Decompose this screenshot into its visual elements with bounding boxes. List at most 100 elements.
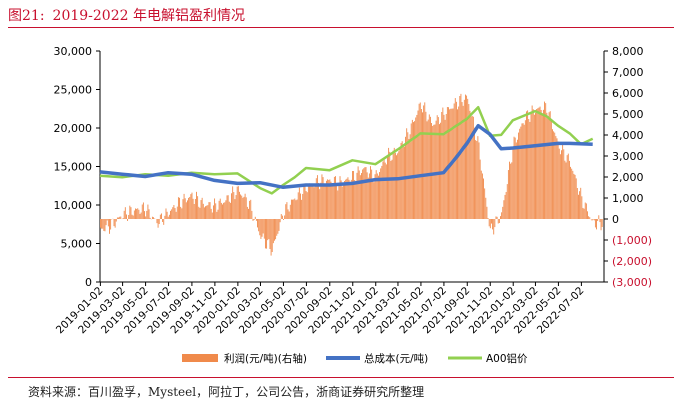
profit-bar xyxy=(319,189,321,219)
profit-bar xyxy=(286,202,288,219)
profit-bar xyxy=(329,179,331,219)
profit-bar xyxy=(600,219,602,231)
profit-bar xyxy=(101,219,103,229)
profit-bar xyxy=(312,184,314,219)
left-tick-label: 0 xyxy=(85,276,92,289)
profit-bar xyxy=(100,219,101,228)
profit-bar xyxy=(135,208,136,219)
profit-bar xyxy=(224,202,226,219)
right-tick-label: (3,000) xyxy=(612,276,652,289)
profit-bar xyxy=(376,173,378,219)
profit-bar xyxy=(340,180,342,219)
profit-bar xyxy=(146,210,148,219)
legend-price-label: A00铝价 xyxy=(486,352,528,365)
figure-title: 2019-2022 年电解铝盈利情况 xyxy=(52,8,245,24)
left-tick-label: 10,000 xyxy=(54,199,93,212)
profit-bar xyxy=(373,182,375,219)
profit-bar xyxy=(229,202,231,219)
profit-bar xyxy=(563,149,565,219)
profit-bar xyxy=(501,212,503,219)
a00-price-line xyxy=(99,105,594,195)
profit-bar xyxy=(365,167,367,219)
profit-bar xyxy=(183,193,185,219)
profit-bar xyxy=(478,142,480,219)
profit-bar xyxy=(266,219,268,249)
profit-bar xyxy=(380,168,382,219)
profit-bar xyxy=(535,112,536,219)
profit-bar xyxy=(132,215,134,219)
profit-bar xyxy=(476,140,478,219)
profit-bar xyxy=(156,219,158,224)
profit-bar xyxy=(250,199,252,219)
profit-bar xyxy=(167,216,169,219)
profit-bar xyxy=(139,213,141,219)
profit-bar xyxy=(331,186,333,219)
profit-bar xyxy=(529,121,531,219)
profit-bar xyxy=(198,206,200,219)
profit-bar xyxy=(193,203,195,219)
profit-bar xyxy=(226,195,228,219)
profit-bar xyxy=(414,121,416,219)
profit-bar xyxy=(166,211,168,219)
profit-bar xyxy=(149,217,151,219)
profit-bar xyxy=(164,215,166,219)
profit-bar xyxy=(280,214,282,219)
profit-bar xyxy=(192,198,194,219)
profit-bar xyxy=(158,219,160,225)
profit-bar xyxy=(353,171,355,219)
profit-bar xyxy=(189,196,191,219)
right-tick-label: 1,000 xyxy=(612,192,644,205)
profit-bar xyxy=(223,202,225,219)
left-tick-label: 5,000 xyxy=(61,238,93,251)
profit-bar xyxy=(520,126,522,219)
profit-bar xyxy=(246,206,248,219)
profit-bar xyxy=(322,177,324,219)
profit-bar xyxy=(366,172,368,219)
profit-bar xyxy=(524,120,526,219)
profit-bar xyxy=(114,219,116,228)
profit-bar xyxy=(213,205,214,219)
profit-bar xyxy=(180,206,182,219)
profit-bar xyxy=(559,154,561,219)
profit-bar xyxy=(496,216,498,219)
profit-bar xyxy=(268,219,270,240)
profit-bar xyxy=(458,106,460,219)
profit-bar xyxy=(157,219,159,228)
profit-bar xyxy=(194,199,196,219)
profit-bar xyxy=(145,216,147,219)
profit-bar xyxy=(420,109,422,219)
profit-bar xyxy=(217,209,219,219)
profit-bar xyxy=(541,114,543,219)
profit-bar xyxy=(402,146,404,219)
profit-bar xyxy=(498,219,500,223)
profit-bar xyxy=(262,219,264,234)
profit-bar xyxy=(142,202,144,219)
profit-bar xyxy=(460,93,462,219)
profit-bar xyxy=(233,192,235,219)
profit-bar xyxy=(533,114,535,219)
profit-bar xyxy=(297,192,299,219)
profit-bar xyxy=(352,171,353,219)
profit-bar xyxy=(120,216,122,219)
profit-bar xyxy=(346,178,348,219)
profit-bar xyxy=(335,176,336,219)
profit-bar xyxy=(549,111,551,219)
profit-bar xyxy=(203,207,205,219)
profit-bar xyxy=(526,111,527,219)
profit-bar xyxy=(311,183,313,219)
profit-bar xyxy=(339,176,341,219)
profit-bar xyxy=(555,136,557,219)
profit-bar xyxy=(370,166,371,219)
profit-bar xyxy=(165,208,167,219)
profit-bar xyxy=(374,174,376,219)
profit-bar xyxy=(425,111,427,219)
profit-bar xyxy=(296,199,298,219)
profit-bar xyxy=(320,182,322,219)
profit-bar xyxy=(540,109,542,219)
profit-bar xyxy=(377,175,379,219)
profit-bar xyxy=(375,170,377,219)
profit-bar xyxy=(494,219,496,228)
profit-bar xyxy=(249,200,251,219)
profit-bar xyxy=(300,193,301,219)
profit-bar xyxy=(276,219,278,236)
